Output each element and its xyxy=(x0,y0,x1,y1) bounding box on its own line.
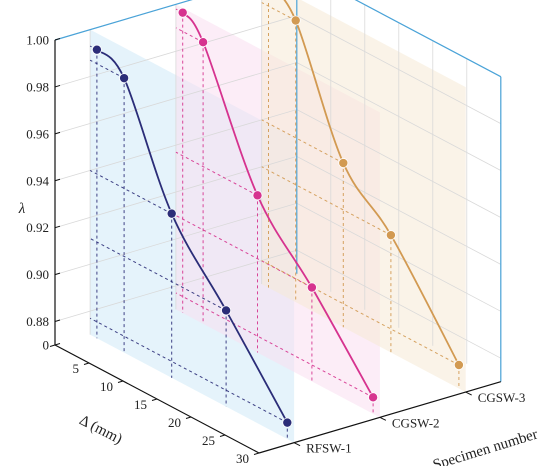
drop-line-horizontal xyxy=(89,59,125,79)
x-tick-label: 10 xyxy=(100,379,113,394)
data-point-CGSW-2 xyxy=(306,282,317,293)
y-tick-label: RFSW-1 xyxy=(306,441,352,456)
z-tick xyxy=(54,38,61,41)
x-tick xyxy=(83,362,90,365)
x-tick xyxy=(117,380,124,383)
box-edge xyxy=(54,0,193,41)
data-point-CGSW-2 xyxy=(368,392,379,403)
x-tick-label: 30 xyxy=(236,451,249,466)
z-tick-label: 0.90 xyxy=(26,267,49,282)
z-tick xyxy=(54,343,61,346)
box-edge xyxy=(354,0,502,78)
data-point-CGSW-2 xyxy=(177,7,188,18)
y-axis-label: Specimen number xyxy=(431,427,540,466)
z-tick-label: 0.98 xyxy=(26,79,49,94)
data-point-RFSW-1 xyxy=(166,208,177,219)
x-tick-label: 5 xyxy=(73,361,80,376)
x-axis-label: Δ (mm) xyxy=(77,412,125,447)
data-point-CGSW-2 xyxy=(198,37,209,48)
drop-line-horizontal xyxy=(261,260,460,366)
data-point-RFSW-1 xyxy=(221,305,232,316)
z-tick-label: 0.96 xyxy=(26,126,49,141)
z-tick xyxy=(54,225,61,229)
tick-labels: 1.00 0.98 0.96 0.94 0.92 0.90 0.88 0 5 10 15 20 25 30… xyxy=(26,33,525,466)
x-tick xyxy=(185,416,192,419)
x-tick-label: 20 xyxy=(168,415,181,430)
z-tick-label: 0.94 xyxy=(26,173,49,188)
z-tick xyxy=(54,84,61,88)
data-point-RFSW-1 xyxy=(282,417,293,428)
drop-line-horizontal xyxy=(89,238,227,311)
y-tick-label: CGSW-2 xyxy=(392,415,440,430)
z-tick xyxy=(54,178,61,182)
z-axis-label: λ xyxy=(18,201,26,217)
y-tick-label: CGSW-3 xyxy=(478,390,526,405)
data-point-CGSW-3 xyxy=(453,359,464,370)
x-tick xyxy=(253,452,260,455)
x-tick-label: 25 xyxy=(202,433,215,448)
x-tick-label: 15 xyxy=(134,397,147,412)
x-tick xyxy=(151,398,158,401)
data-point-CGSW-3 xyxy=(385,230,396,241)
drop-line-horizontal xyxy=(175,215,313,288)
data-point-CGSW-3 xyxy=(290,15,301,26)
data-point-RFSW-1 xyxy=(91,44,102,55)
drop-line-horizontal xyxy=(175,292,374,398)
y-tick xyxy=(293,442,301,447)
drop-line-horizontal xyxy=(261,2,296,21)
data-point-RFSW-1 xyxy=(119,73,130,84)
data-point-CGSW-3 xyxy=(338,158,349,169)
y-tick xyxy=(465,391,472,396)
z-tick-label: 0.88 xyxy=(26,314,49,329)
y-tick xyxy=(379,416,387,421)
z-tick-label: 0.92 xyxy=(26,220,49,235)
x-tick xyxy=(49,344,56,347)
z-tick xyxy=(54,272,61,276)
z-tick xyxy=(54,319,61,323)
projection-lines xyxy=(89,0,460,440)
z-tick xyxy=(54,131,61,135)
drop-line-horizontal xyxy=(261,166,392,236)
data-point-CGSW-2 xyxy=(252,190,263,201)
drop-line-horizontal xyxy=(175,27,204,43)
specimen-panels xyxy=(90,0,466,443)
x-tick xyxy=(219,434,226,437)
drop-line-horizontal xyxy=(89,317,288,424)
z-tick-label: 1.00 xyxy=(26,33,49,48)
data-points xyxy=(91,7,464,428)
z-tick-label: 0 xyxy=(43,338,50,353)
